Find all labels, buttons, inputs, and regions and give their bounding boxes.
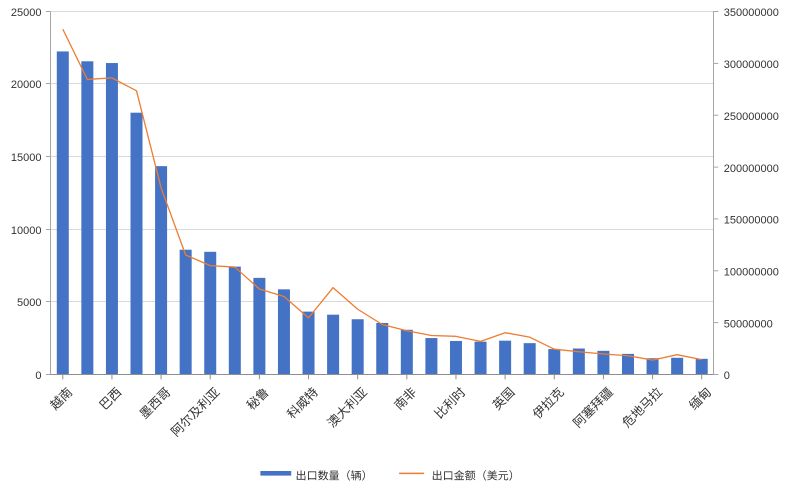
- svg-text:5000: 5000: [17, 297, 41, 309]
- svg-text:300000000: 300000000: [724, 59, 779, 71]
- svg-text:20000: 20000: [11, 79, 42, 91]
- svg-text:10000: 10000: [11, 225, 42, 237]
- svg-text:0: 0: [724, 370, 730, 382]
- svg-text:250000000: 250000000: [724, 111, 779, 123]
- svg-text:200000000: 200000000: [724, 163, 779, 175]
- svg-text:25000: 25000: [11, 7, 42, 19]
- svg-text:350000000: 350000000: [724, 7, 779, 19]
- svg-text:50000000: 50000000: [724, 318, 773, 330]
- svg-text:100000000: 100000000: [724, 267, 779, 279]
- svg-text:150000000: 150000000: [724, 215, 779, 227]
- svg-text:0: 0: [35, 370, 41, 382]
- svg-text:15000: 15000: [11, 152, 42, 164]
